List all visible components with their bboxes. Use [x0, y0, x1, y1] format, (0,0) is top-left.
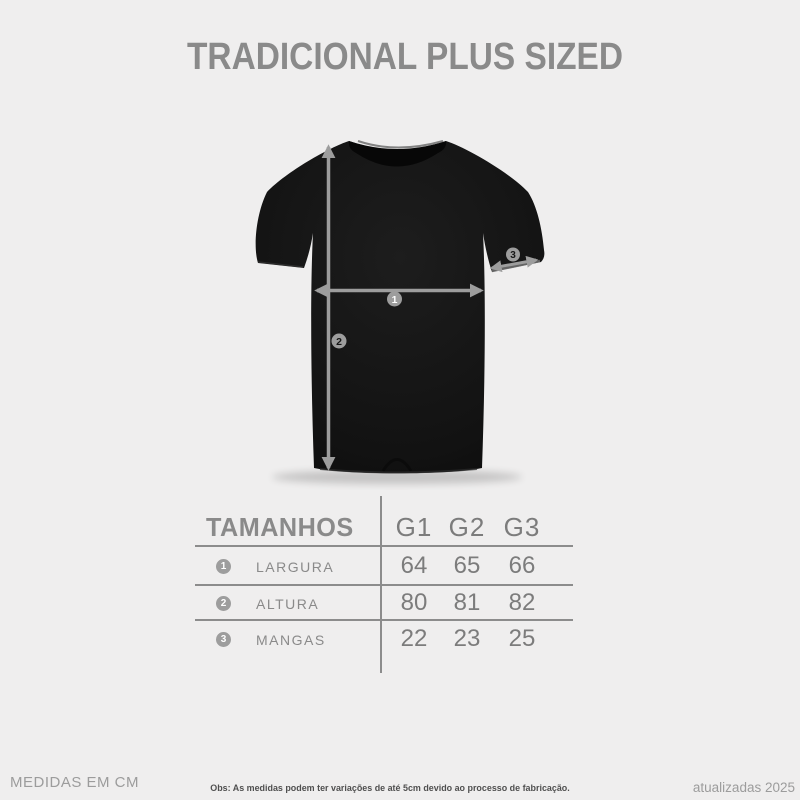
row-label: LARGURA [256, 559, 335, 575]
size-column-header: G2 [448, 512, 486, 542]
footer-units-note: MEDIDAS EM CM [10, 774, 140, 791]
left-sleeve-hem [257, 261, 304, 268]
size-value: 80 [400, 589, 428, 616]
width-badge-circle [387, 291, 402, 307]
table-rule [195, 619, 573, 621]
table-rule [195, 545, 573, 547]
size-value: 64 [400, 552, 428, 579]
row-label: ALTURA [256, 596, 320, 612]
diagram-badges: 1 2 3 [331, 247, 520, 349]
size-value: 25 [508, 625, 536, 652]
size-column-header: G3 [503, 512, 541, 542]
size-column-header: G1 [395, 512, 433, 542]
row-badge: 3 [216, 632, 231, 647]
row-label: MANGAS [256, 632, 326, 648]
sleeve-badge-circle [506, 247, 520, 262]
sleeve-badge: 3 [510, 250, 516, 261]
collar [348, 141, 447, 167]
height-badge: 2 [336, 336, 342, 348]
size-value: 23 [453, 625, 481, 652]
size-value: 65 [453, 552, 481, 579]
shirt-shadow [272, 470, 522, 484]
page-title: TRADICIONAL PLUS SIZED [187, 36, 623, 78]
row-badge: 1 [216, 559, 231, 574]
footer-updated-note: atualizadas 2025 [692, 780, 795, 795]
height-badge-circle [331, 333, 347, 349]
tshirt-diagram: 1 2 3 [255, 140, 545, 484]
tshirt-graphic [255, 140, 545, 474]
sleeve-arrow [489, 255, 539, 273]
hem-crease [381, 458, 413, 472]
table-rule [195, 584, 573, 586]
row-badge: 2 [216, 596, 231, 611]
size-value: 22 [400, 625, 428, 652]
size-value: 66 [508, 552, 536, 579]
size-value: 82 [508, 589, 536, 616]
measurement-arrows [314, 144, 539, 471]
collar-highlight [357, 140, 444, 149]
width-badge: 1 [392, 294, 398, 306]
size-value: 81 [453, 589, 481, 616]
footer-obs-note: Obs: As medidas podem ter variações de a… [210, 783, 570, 794]
table-header-tamanhos: TAMANHOS [206, 512, 354, 542]
hem-line [319, 468, 478, 474]
